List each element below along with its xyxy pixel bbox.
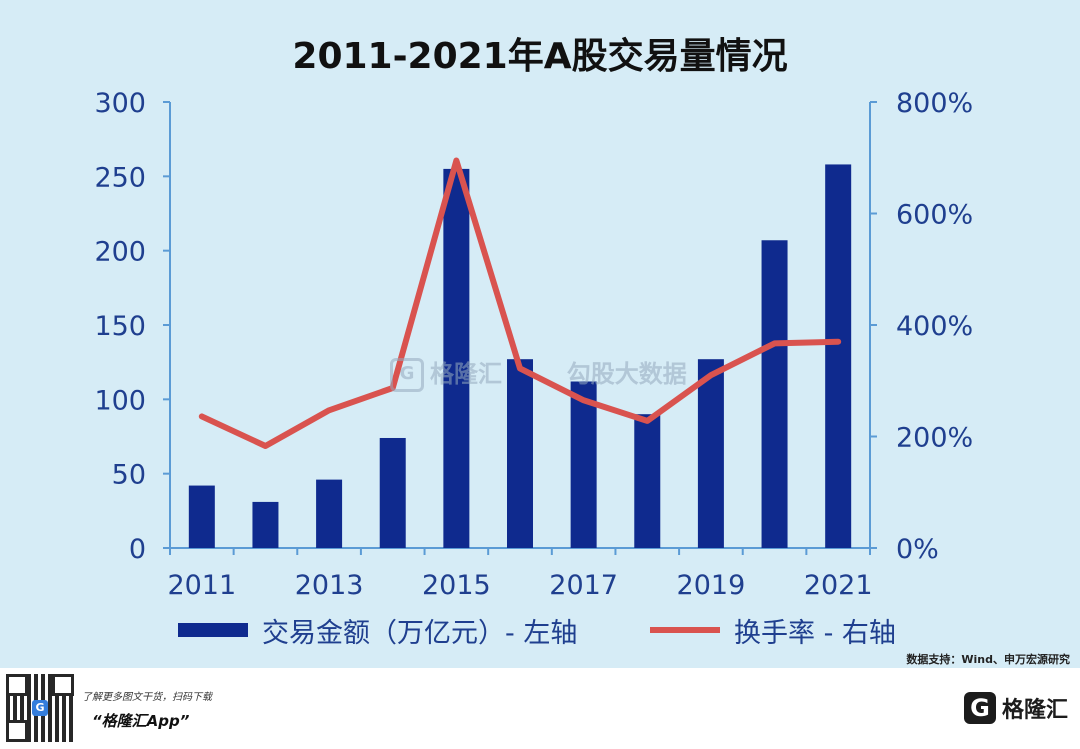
left-axis-tick-label: 150 bbox=[94, 311, 146, 342]
left-axis-tick-label: 250 bbox=[94, 162, 146, 193]
bar-2018 bbox=[634, 414, 661, 548]
bar-2013 bbox=[316, 479, 343, 548]
x-axis-tick-label: 2019 bbox=[677, 570, 746, 601]
brand-name: 格隆汇 bbox=[1001, 698, 1068, 723]
bar-2012 bbox=[252, 501, 279, 548]
left-axis-tick-label: 300 bbox=[94, 88, 146, 119]
legend-bar-swatch bbox=[178, 623, 248, 637]
x-axis-tick-label: 2021 bbox=[804, 570, 873, 601]
bar-2011 bbox=[188, 485, 215, 548]
footer-tagline: 了解更多图文干货，扫码下载 bbox=[82, 692, 212, 703]
bar-2014 bbox=[379, 437, 406, 548]
left-axis-tick-label: 100 bbox=[94, 385, 146, 416]
right-axis-tick-label: 400% bbox=[896, 311, 973, 342]
legend-line-label: 换手率 - 右轴 bbox=[734, 618, 896, 649]
left-axis-tick-label: 0 bbox=[129, 534, 146, 565]
x-axis-tick-label: 2017 bbox=[549, 570, 618, 601]
bar-2015 bbox=[443, 168, 470, 548]
qr-code-icon: G bbox=[6, 674, 74, 742]
x-axis-tick-label: 2013 bbox=[295, 570, 364, 601]
x-axis-tick-label: 2015 bbox=[422, 570, 491, 601]
legend-bar-label: 交易金额（万亿元）- 左轴 bbox=[262, 618, 577, 649]
bar-2019 bbox=[697, 359, 724, 548]
footer: G 了解更多图文干货，扫码下载 “格隆汇App” G 格隆汇 bbox=[0, 668, 1080, 749]
right-axis-tick-label: 600% bbox=[896, 200, 973, 231]
bar-2016 bbox=[507, 359, 533, 548]
right-axis-tick-label: 200% bbox=[896, 423, 973, 454]
left-axis-tick-label: 50 bbox=[112, 460, 146, 491]
brand-logo: G 格隆汇 bbox=[963, 688, 1068, 728]
bar-series bbox=[188, 164, 852, 548]
brand-g-icon: G bbox=[963, 692, 996, 724]
axes: 0 50 100 150 200 250 300 0% 200% 400% 600% 800% 2011… bbox=[94, 88, 973, 601]
bar-2017 bbox=[570, 381, 597, 548]
chart-title: 2011-2021年A股交易量情况 bbox=[292, 35, 787, 77]
bar-2020 bbox=[761, 240, 788, 548]
footer-app-name: “格隆汇App” bbox=[92, 712, 190, 730]
source-text: 数据支持：Wind、申万宏源研究 bbox=[906, 653, 1070, 666]
left-axis-tick-label: 200 bbox=[94, 237, 146, 268]
bar-2021 bbox=[825, 164, 852, 548]
x-axis-tick-label: 2011 bbox=[167, 570, 236, 601]
right-axis-tick-label: 0% bbox=[896, 534, 939, 565]
right-axis-tick-label: 800% bbox=[896, 88, 973, 119]
legend: 交易金额（万亿元）- 左轴 换手率 - 右轴 bbox=[178, 618, 896, 649]
